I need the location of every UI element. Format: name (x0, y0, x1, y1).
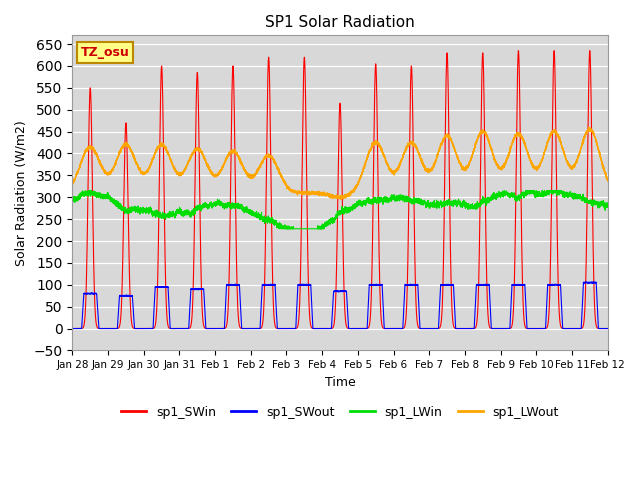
sp1_LWout (460, 166, 468, 172)
sp1_SWin (586, 48, 594, 54)
sp1_LWin (275, 226, 283, 232)
sp1_SWout (588, 279, 596, 285)
sp1_LWout (581, 134, 589, 140)
sp1_LWout (475, 132, 483, 138)
sp1_LWout (604, 178, 611, 184)
sp1_SWout (460, 325, 467, 331)
sp1_LWin (250, 211, 258, 217)
sp1_SWout (581, 280, 589, 286)
sp1_LWin (581, 197, 589, 203)
X-axis label: Time: Time (324, 376, 355, 389)
sp1_LWin (322, 223, 330, 229)
sp1_SWin (322, 325, 330, 331)
Line: sp1_LWout: sp1_LWout (72, 128, 607, 199)
sp1_LWout (322, 191, 330, 197)
sp1_SWout (250, 325, 258, 331)
sp1_LWout (575, 154, 582, 160)
sp1_LWin (575, 192, 582, 197)
Y-axis label: Solar Radiation (W/m2): Solar Radiation (W/m2) (15, 120, 28, 266)
sp1_SWin (475, 279, 483, 285)
Line: sp1_LWin: sp1_LWin (72, 191, 607, 229)
sp1_SWout (68, 325, 76, 331)
Text: TZ_osu: TZ_osu (81, 46, 129, 59)
sp1_LWin (475, 203, 483, 209)
sp1_SWin (575, 325, 582, 331)
sp1_LWin (68, 198, 76, 204)
sp1_LWout (337, 196, 344, 202)
Line: sp1_SWout: sp1_SWout (72, 282, 607, 328)
sp1_SWout (475, 282, 483, 288)
sp1_SWin (68, 325, 76, 331)
sp1_LWin (604, 204, 611, 210)
sp1_LWin (460, 200, 468, 206)
sp1_LWout (250, 171, 258, 177)
Title: SP1 Solar Radiation: SP1 Solar Radiation (265, 15, 415, 30)
sp1_LWout (585, 125, 593, 131)
sp1_SWout (604, 325, 611, 331)
sp1_LWin (82, 188, 90, 193)
sp1_SWin (250, 325, 258, 331)
sp1_LWout (68, 180, 76, 186)
sp1_SWout (322, 325, 330, 331)
Legend: sp1_SWin, sp1_SWout, sp1_LWin, sp1_LWout: sp1_SWin, sp1_SWout, sp1_LWin, sp1_LWout (116, 401, 564, 424)
sp1_SWin (460, 325, 467, 331)
sp1_SWin (581, 300, 589, 306)
sp1_SWout (575, 325, 582, 331)
Line: sp1_SWin: sp1_SWin (72, 51, 607, 328)
sp1_SWin (604, 325, 611, 331)
